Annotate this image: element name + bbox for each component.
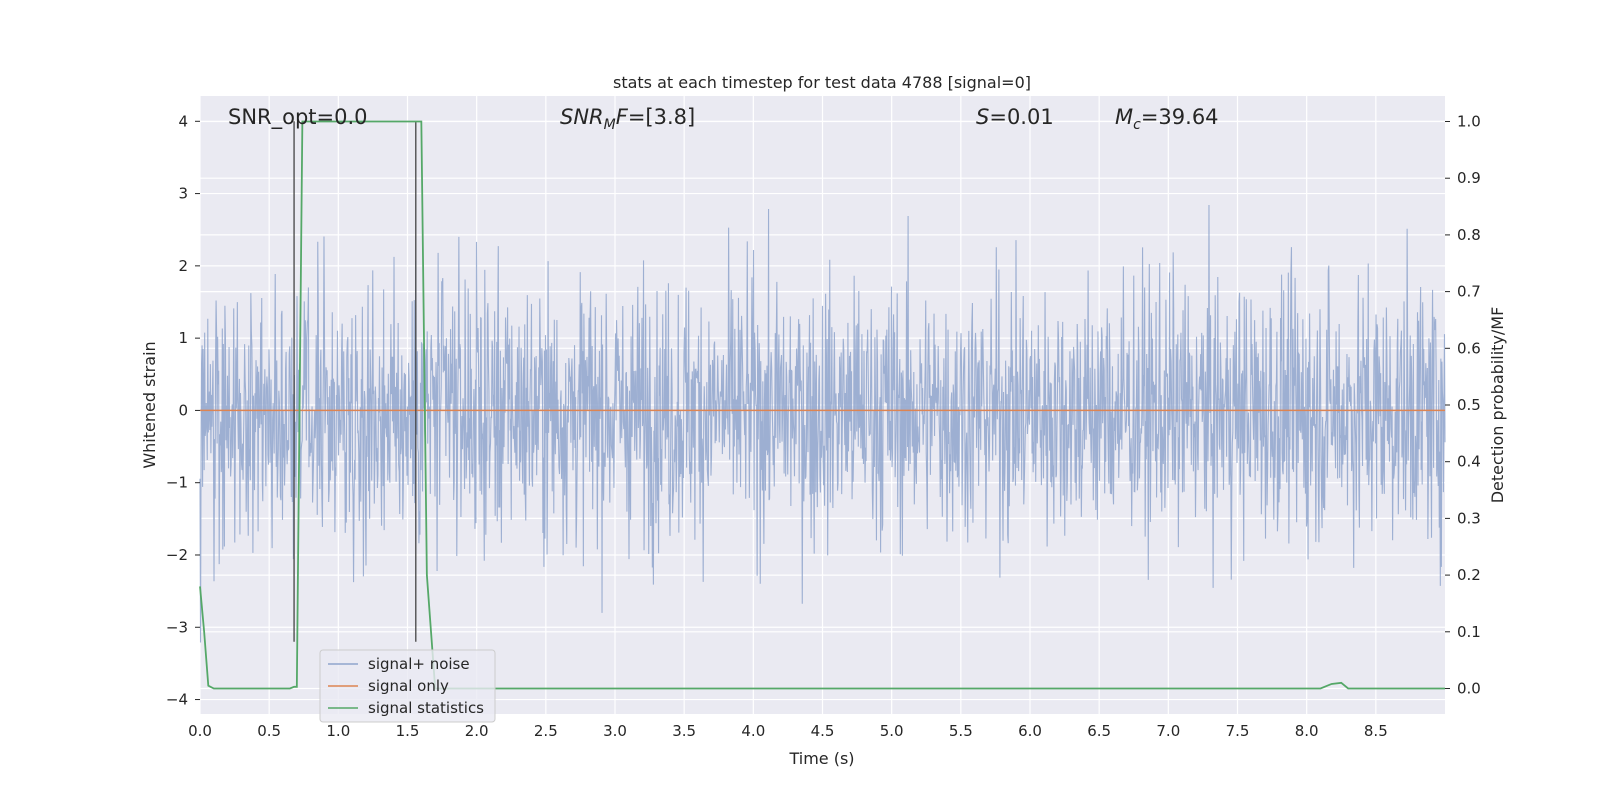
y2-tick-label: 0.3 [1457,509,1481,527]
annotation-snr-opt: SNR_opt=0.0 [228,105,368,130]
x-tick-label: 1.0 [326,722,350,740]
x-tick-labels: 0.0 0.5 1.0 1.5 2.0 2.5 3.0 3.5 4.0 4.5 5.0 5.5 6.0 6… [188,722,1388,740]
signal-noise-line [199,204,1446,643]
legend-label-signal-only: signal only [368,677,449,695]
y-tick-label: −2 [166,546,188,564]
series-signal-statistics [199,120,1445,690]
y2-tick-label: 0.7 [1457,283,1481,301]
y-tick-label: −4 [166,691,188,709]
y2-axis-label: Detection probability/MF [1488,307,1507,504]
series-signal-noise [199,204,1446,643]
y-tick-label: 1 [178,329,188,347]
y2-tick-labels: 0.0 0.1 0.2 0.3 0.4 0.5 0.6 0.7 0.8 0.9 1.0 [1445,113,1481,697]
x-tick-label: 2.5 [534,722,558,740]
legend: signal+ noise signal only signal statist… [319,649,496,723]
vertical-markers [293,121,417,642]
x-tick-label: 0.5 [257,722,281,740]
legend-label-signal-noise: signal+ noise [368,655,470,673]
annotation-s: S=0.01 [976,105,1054,129]
y2-tick-label: 0.4 [1457,453,1481,471]
y-tick-label: 2 [178,257,188,275]
x-tick-label: 2.0 [465,722,489,740]
y-tick-label: 4 [178,112,188,130]
x-tick-label: 8.0 [1295,722,1319,740]
y2-tick-label: 0.1 [1457,623,1481,641]
x-tick-label: 7.5 [1226,722,1250,740]
y2-tick-label: 0.9 [1457,169,1481,187]
x-tick-label: 8.5 [1364,722,1388,740]
y-tick-labels: −4 −3 −2 −1 0 1 2 3 4 [166,112,200,709]
x-tick-label: 0.0 [188,722,212,740]
annotation-mc: Mc=39.64 [1115,105,1219,133]
chart-title: stats at each timestep for test data 478… [613,73,1031,92]
y-tick-label: 0 [178,401,188,419]
x-tick-label: 7.0 [1156,722,1180,740]
legend-box [319,649,496,723]
x-tick-label: 5.0 [880,722,904,740]
x-tick-label: 5.5 [949,722,973,740]
y-axis-label: Whitened strain [140,341,159,468]
legend-label-signal-statistics: signal statistics [368,699,484,717]
y2-tick-label: 0.8 [1457,226,1481,244]
y-tick-label: −1 [166,474,188,492]
y-tick-label: −3 [166,618,188,636]
x-tick-label: 1.5 [396,722,420,740]
x-tick-label: 6.5 [1087,722,1111,740]
x-tick-label: 4.5 [811,722,835,740]
y2-tick-label: 0.5 [1457,396,1481,414]
x-tick-label: 6.0 [1018,722,1042,740]
x-tick-label: 4.0 [741,722,765,740]
y2-tick-label: 0.2 [1457,566,1481,584]
y-tick-label: 3 [178,185,188,203]
x-axis-label: Time (s) [788,749,854,768]
annotation-snr-mf: SNRMF=[3.8] [560,105,695,133]
signal-statistics-line [199,120,1445,690]
x-tick-label: 3.0 [603,722,627,740]
y2-tick-label: 0.6 [1457,339,1481,357]
x-tick-label: 3.5 [672,722,696,740]
y2-tick-label: 1.0 [1457,113,1481,131]
y2-tick-label: 0.0 [1457,679,1481,697]
